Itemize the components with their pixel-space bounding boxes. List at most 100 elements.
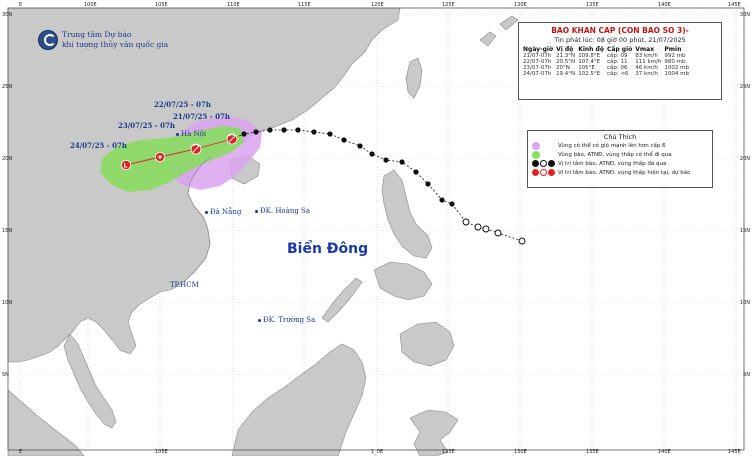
- table-cell: 83 km/h: [635, 53, 658, 59]
- lat-tick-left: 5N: [2, 372, 9, 378]
- past-position-symbols-icon: [532, 160, 558, 167]
- table-row: 22/07-07h 20.5°N 107.4°E cấp: 11 111 km/…: [523, 59, 692, 65]
- table-cell: 107.4°E: [578, 59, 601, 65]
- borneo-island: [231, 343, 367, 456]
- agency-name-line1: Trung tâm Dự báo: [62, 30, 132, 39]
- forecast-positions: L: [121, 133, 238, 170]
- legend-item-label: Vùng bão, ATNĐ, vùng thấp có thể đi qua: [558, 151, 672, 158]
- legend-item: Vùng bão, ATNĐ, vùng thấp có thể đi qua: [532, 150, 712, 159]
- luzon-island: [381, 169, 433, 259]
- agency-logo: Trung tâm Dự báo khí tượng thủy văn quốc…: [38, 30, 168, 50]
- bulletin-panel: BAO KHAN CAP (CON BAO SO 3)- Tin phát lú…: [518, 22, 722, 100]
- lat-tick-left: 25N: [2, 84, 13, 90]
- legend-item-label: Vị trí tâm bão, ATNĐ, vùng thấp đã qua: [558, 160, 667, 167]
- table-cell: 21.3°N: [556, 53, 576, 59]
- svg-text:L: L: [124, 163, 128, 170]
- table-header: Pmin: [664, 46, 682, 53]
- table-cell: 46 km/h: [635, 65, 658, 71]
- place-ha-noi: Hà Nội: [176, 130, 206, 138]
- bulletin-title: BAO KHAN CAP (CON BAO SO 3)-: [551, 26, 689, 35]
- cone-swatch-icon: [532, 150, 540, 159]
- forecast-date-label: 24/07/25 - 07h: [70, 141, 127, 150]
- place-tp-hcm: TP.HCM: [170, 281, 199, 289]
- agency-name-line2: khí tượng thủy văn quốc gia: [62, 40, 169, 49]
- lat-tick-right: 20N: [739, 156, 750, 162]
- palawan-island: [321, 277, 363, 323]
- lon-tick-top: 100E: [84, 2, 97, 8]
- legend-item: Vị trí tâm bão, ATNĐ, vùng thấp đã qua: [532, 159, 712, 168]
- sea-name-label: Biển Đông: [287, 241, 369, 257]
- table-row: 21/07-07h 21.3°N 109.8°E cấp: 09 83 km/h…: [523, 53, 692, 59]
- forecast-cone: [100, 126, 244, 192]
- table-header: Vị độ: [556, 46, 574, 53]
- table-cell: 20.5°N: [556, 59, 576, 65]
- lon-tick-bottom: 130E: [514, 449, 527, 455]
- lon-tick-bottom: 125E: [442, 449, 455, 455]
- forecast-track-line: [125, 138, 233, 166]
- lon-tick-bottom: 1_0E: [371, 449, 384, 455]
- legend-item: Vị trí tâm bão, ATNĐ, vùng thấp hiện tại…: [532, 168, 712, 177]
- lat-tick-right: 30N: [739, 12, 750, 18]
- lon-tick-top: 120E: [371, 2, 384, 8]
- lat-tick-left: 10N: [2, 300, 13, 306]
- lon-tick-top: 105E: [155, 2, 168, 8]
- lon-tick-bottom: 105E: [155, 449, 168, 455]
- table-header: Kinh độ: [578, 46, 604, 53]
- table-cell: 37 km/h: [635, 71, 658, 77]
- lon-tick-bottom: 145E: [728, 449, 741, 455]
- lon-tick-top: 115E: [298, 2, 311, 8]
- legend-item-label: Vùng có thể có gió mạnh lên hơn cấp 6: [558, 142, 666, 149]
- table-row: 23/07-07h 20°N 105°E cấp: 06 46 km/h 100…: [523, 65, 692, 71]
- table-header: Ngày-giờ: [523, 46, 554, 53]
- lat-tick-left: 30N: [2, 12, 13, 18]
- place-da-nang: Đà Nẵng: [205, 208, 241, 216]
- bulletin-issue-time: Tin phát lúc: 08 giờ 00 phút, 21/07/2025: [554, 36, 686, 44]
- malay-peninsula: [63, 333, 117, 429]
- table-cell: 24/07-07h: [523, 71, 552, 77]
- legend-title: Chú Thích: [603, 133, 637, 141]
- table-header: Vmax: [635, 46, 655, 53]
- lon-tick-top: 130E: [514, 2, 527, 8]
- table-cell: 105°E: [578, 65, 595, 71]
- sumatra-island: [7, 389, 85, 456]
- lon-tick-top: 125E: [442, 2, 455, 8]
- forecast-table: Ngày-giờ Vị độ Kinh độ Cấp gió Vmax Pmin…: [523, 46, 692, 77]
- table-row: 24/07-07h 19.4°N 102.5°E cấp: <6 37 km/h…: [523, 71, 692, 77]
- table-cell: 980 mb: [664, 59, 686, 65]
- table-cell: 22/07-07h: [523, 59, 552, 65]
- lon-tick-top: 140E: [658, 2, 671, 8]
- lon-tick-top: 135E: [586, 2, 599, 8]
- forecast-date-label: 23/07/25 - 07h: [118, 121, 175, 130]
- table-cell: 20°N: [556, 65, 570, 71]
- visayas-islands: [373, 261, 433, 301]
- table-cell: cấp: 09: [606, 53, 628, 59]
- lon-tick-top: E: [19, 2, 23, 8]
- table-cell: cấp: 06: [606, 65, 628, 71]
- lat-tick-right: 5N: [743, 372, 750, 378]
- taiwan-island: [405, 57, 423, 99]
- lat-tick-left: 20N: [2, 156, 13, 162]
- lon-tick-bottom: E: [19, 449, 23, 455]
- table-cell: 23/07-07h: [523, 65, 552, 71]
- mindanao-island: [399, 321, 455, 367]
- place-truong-sa: ĐK. Trường Sa: [258, 316, 315, 324]
- sulawesi-island: [409, 409, 459, 456]
- lon-tick-bottom: 140E: [658, 449, 671, 455]
- table-cell: 102.5°E: [578, 71, 601, 77]
- forecast-position-symbols-icon: [532, 169, 558, 176]
- table-cell: 19.4°N: [556, 71, 576, 77]
- forecast-date-label: 21/07/25 - 07h: [173, 112, 230, 121]
- lon-tick-top: 110E: [227, 2, 240, 8]
- lat-tick-left: 15N: [2, 228, 13, 234]
- table-cell: 1002 mb: [664, 65, 690, 71]
- table-cell: 111 km/h: [635, 59, 662, 65]
- agency-emblem-icon: [38, 30, 58, 50]
- table-cell: 992 mb: [664, 53, 686, 59]
- place-hoang-sa: ĐK. Hoàng Sa: [255, 207, 310, 215]
- lat-tick-right: 15N: [739, 228, 750, 234]
- lon-tick-bottom: 135E: [586, 449, 599, 455]
- table-cell: cấp: <6: [606, 71, 629, 77]
- lat-tick-right: 10N: [739, 300, 750, 306]
- forecast-date-label: 22/07/25 - 07h: [154, 100, 211, 109]
